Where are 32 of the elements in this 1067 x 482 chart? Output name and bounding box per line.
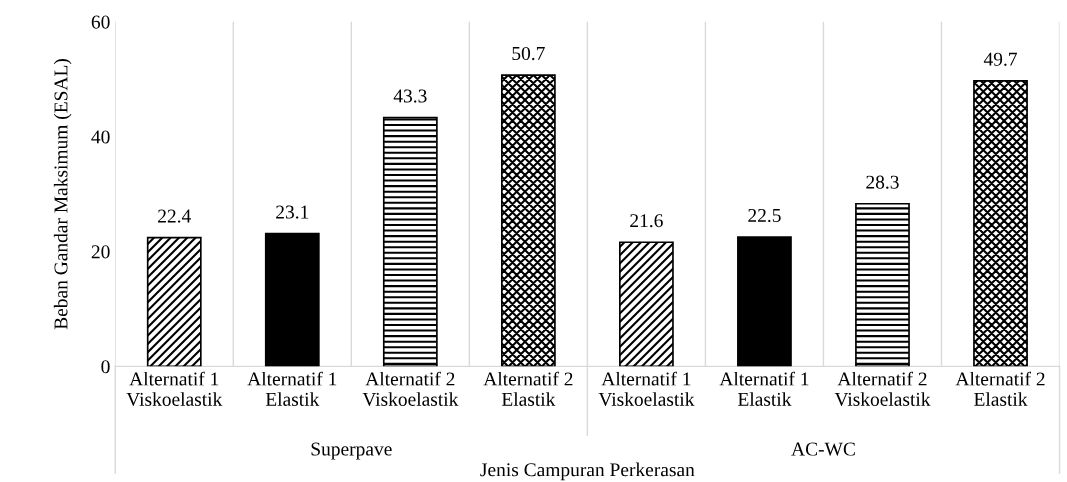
- text: AC-WC: [791, 442, 855, 456]
- x-tick-label: Alternatif 2 Viskoelastik: [362, 371, 459, 406]
- bar: [264, 232, 320, 367]
- bar: [146, 236, 202, 367]
- data-label: 21.6: [630, 214, 663, 228]
- bar: [619, 241, 674, 367]
- bar: [737, 236, 792, 367]
- x-tick-label: Alternatif 1 Elastik: [247, 371, 337, 406]
- x-tick-label: Alternatif 2 Viskoelastik: [834, 371, 931, 406]
- y-tick-label: 40: [91, 130, 110, 144]
- data-label: 28.3: [866, 175, 899, 189]
- x-axis-title: Jenis Campuran Perkerasan: [480, 462, 695, 481]
- data-label: 22.4: [158, 209, 191, 223]
- bar: [382, 116, 438, 367]
- y-tick-label: 20: [91, 245, 110, 259]
- bar: [973, 80, 1028, 367]
- x-tick-label: Alternatif 2 Elastik: [955, 371, 1045, 406]
- x-tick-label: Alternatif 1 Elastik: [719, 371, 809, 406]
- y-axis-title: Beban Gandar Maksimum (ESAL): [53, 59, 72, 330]
- x-tick-label: Alternatif 1 Viskoelastik: [598, 371, 695, 406]
- x-tick-label: Alternatif 2 Elastik: [483, 371, 573, 406]
- data-label: 22.5: [748, 208, 781, 223]
- data-label: 43.3: [393, 89, 427, 103]
- text: Superpave: [311, 442, 392, 460]
- y-tick-label: 0: [101, 360, 110, 374]
- bar: [500, 74, 556, 367]
- data-label: 23.1: [276, 205, 309, 219]
- x-tick-label: Alternatif 1 Viskoelastik: [126, 371, 223, 406]
- data-label: 49.7: [983, 52, 1017, 66]
- y-tick-label: 60: [91, 15, 110, 29]
- bar: [855, 202, 910, 367]
- data-label: 50.7: [512, 46, 545, 61]
